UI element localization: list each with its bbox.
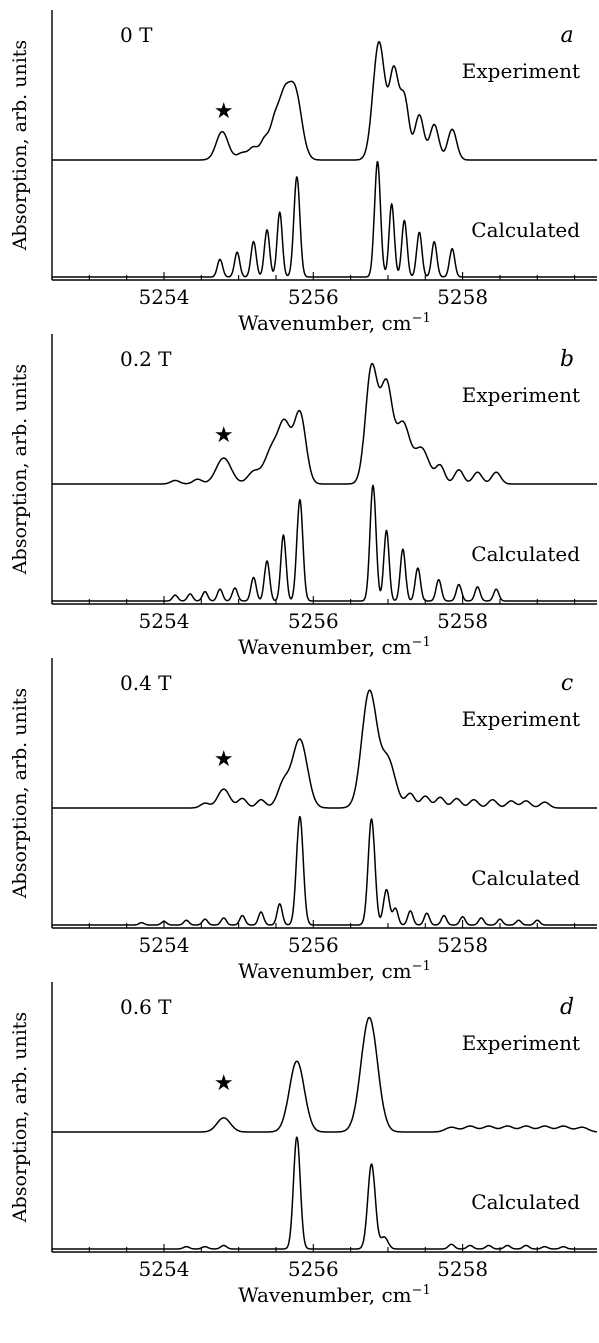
y-axis-label: Absorption, arb. units [9, 364, 31, 575]
series-label-experiment: Experiment [462, 1031, 580, 1055]
x-tick-label: 5258 [437, 285, 488, 309]
x-tick-label: 5256 [288, 609, 339, 633]
x-axis-label-superscript: −1 [412, 635, 431, 650]
star-marker: ★ [214, 423, 234, 448]
series-line-calculated [51, 161, 598, 278]
series-line-calculated [51, 815, 598, 926]
panel-letter: c [561, 671, 573, 696]
field-label: 0.2 T [120, 347, 172, 371]
x-tick-label: 5256 [288, 933, 339, 957]
star-marker: ★ [214, 99, 234, 124]
series-line-experiment [51, 40, 598, 161]
star-marker: ★ [214, 747, 234, 772]
series-label-experiment: Experiment [462, 383, 580, 407]
x-tick-label: 5254 [139, 1257, 190, 1281]
series-line-experiment [51, 689, 598, 809]
x-axis-label: Wavenumber, cm−1 [238, 635, 431, 659]
panel-letter: b [560, 347, 574, 372]
series-label-calculated: Calculated [471, 218, 580, 242]
series-line-calculated [51, 1136, 598, 1250]
y-axis-label: Absorption, arb. units [9, 1012, 31, 1223]
series-label-calculated: Calculated [471, 866, 580, 890]
x-tick-label: 5258 [437, 609, 488, 633]
x-axis-label-superscript: −1 [412, 959, 431, 974]
series-label-calculated: Calculated [471, 542, 580, 566]
x-tick-label: 5256 [288, 1257, 339, 1281]
x-tick-label: 5254 [139, 933, 190, 957]
y-axis-label: Absorption, arb. units [9, 40, 31, 251]
x-tick-label: 5256 [288, 285, 339, 309]
x-tick-label: 5258 [437, 933, 488, 957]
x-axis-label-superscript: −1 [412, 311, 431, 326]
panel-letter: a [560, 23, 573, 48]
series-line-calculated [51, 484, 598, 602]
x-axis-label: Wavenumber, cm−1 [238, 959, 431, 983]
series-line-experiment [51, 362, 598, 485]
x-tick-label: 5258 [437, 1257, 488, 1281]
y-axis-label: Absorption, arb. units [9, 688, 31, 899]
series-label-experiment: Experiment [462, 59, 580, 83]
x-axis-label: Wavenumber, cm−1 [238, 1283, 431, 1307]
x-tick-label: 5254 [139, 609, 190, 633]
panel-letter: d [560, 995, 574, 1020]
field-label: 0.4 T [120, 671, 172, 695]
x-axis-label: Wavenumber, cm−1 [238, 311, 431, 335]
series-line-experiment [51, 1016, 598, 1133]
field-label: 0.6 T [120, 995, 172, 1019]
x-tick-label: 5254 [139, 285, 190, 309]
field-label: 0 T [120, 23, 153, 47]
series-label-calculated: Calculated [471, 1190, 580, 1214]
star-marker: ★ [214, 1071, 234, 1096]
series-label-experiment: Experiment [462, 707, 580, 731]
x-axis-label-superscript: −1 [412, 1283, 431, 1298]
